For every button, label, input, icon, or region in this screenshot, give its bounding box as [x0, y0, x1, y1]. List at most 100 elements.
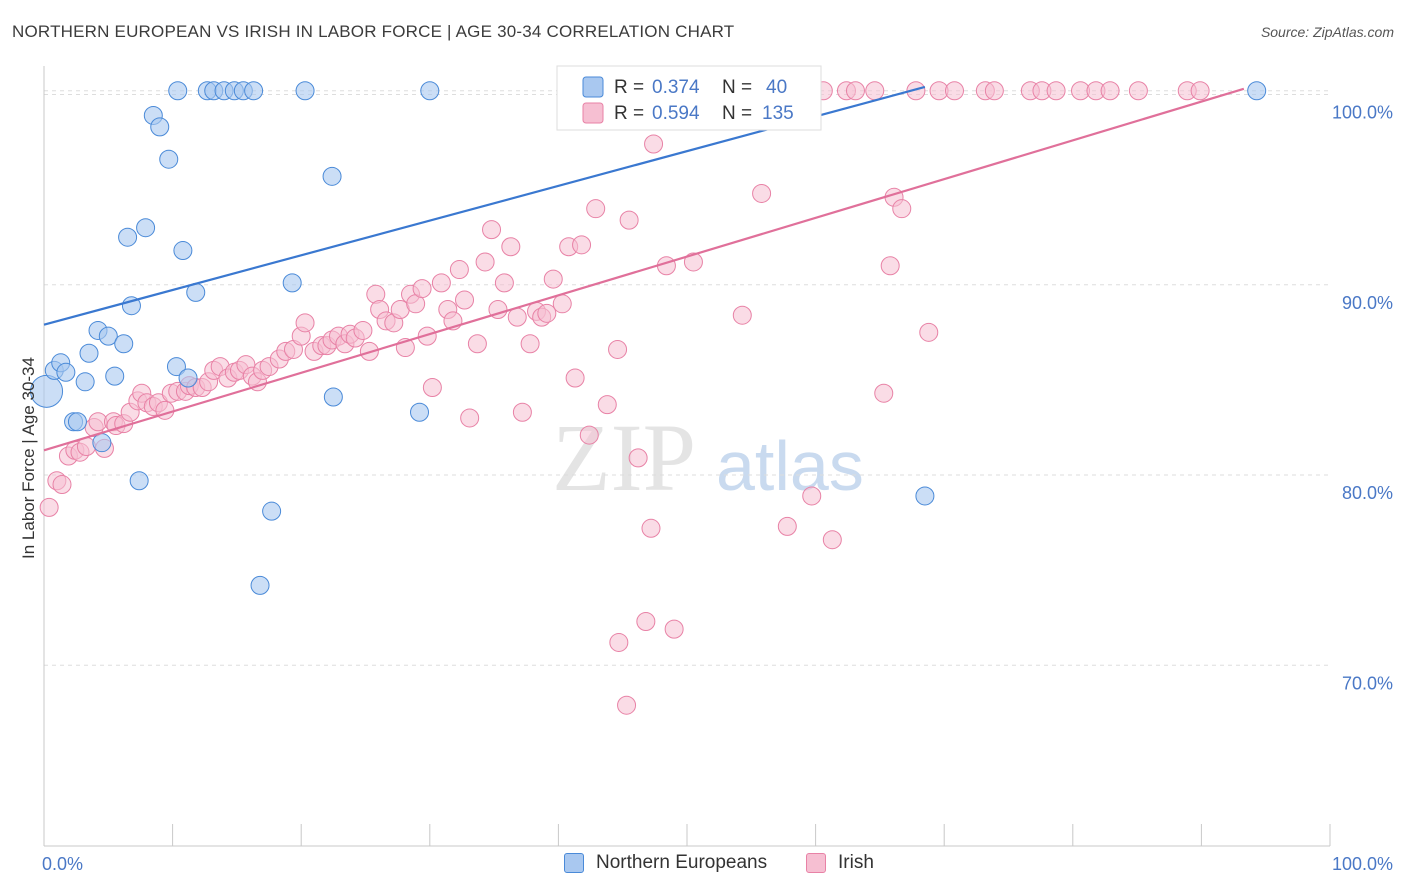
irish-point: [919, 322, 939, 342]
irish-point: [449, 260, 469, 280]
northern-europeans-point: [79, 343, 99, 363]
irish-point: [475, 252, 495, 272]
irish-point: [412, 279, 432, 299]
northern-europeans-point: [915, 486, 935, 506]
legend-swatch-northern-europeans: [564, 853, 584, 873]
bottom-legend-northern-europeans: Northern Europeans: [564, 852, 767, 874]
northern-europeans-point: [98, 326, 118, 346]
northern-europeans-point: [420, 81, 440, 101]
irish-point: [537, 303, 557, 323]
x-tick-label: 0.0%: [42, 854, 83, 874]
irish-point: [512, 402, 532, 422]
trend-lines: [43, 85, 1245, 452]
watermark-zip: ZIP: [552, 404, 696, 511]
irish-point: [609, 632, 629, 652]
northern-europeans-point: [178, 368, 198, 388]
irish-point: [39, 497, 59, 517]
irish-point: [552, 294, 572, 314]
irish-point: [586, 199, 606, 219]
y-tick-label: 90.0%: [1342, 293, 1393, 313]
irish-point: [1128, 81, 1148, 101]
northern-europeans-point: [56, 362, 76, 382]
irish-point: [52, 475, 72, 495]
watermark-atlas: atlas: [716, 427, 864, 505]
irish-point: [460, 408, 480, 428]
y-axis-label: In Labor Force | Age 30-34: [19, 357, 38, 559]
legend: R = 0.374 N = 40 R = 0.594 N = 135: [556, 65, 822, 131]
irish-point: [777, 516, 797, 536]
bottom-legend-label-0: Northern Europeans: [596, 852, 768, 873]
bottom-legend-label-1: Irish: [838, 852, 874, 873]
irish-point: [417, 326, 437, 346]
northern-europeans-point: [114, 334, 134, 354]
irish-point: [984, 81, 1004, 101]
northern-europeans-point: [159, 149, 179, 169]
irish-point: [732, 305, 752, 325]
irish-point: [874, 383, 894, 403]
legend-n-label-0: N =: [722, 77, 757, 98]
x-tick-label: 100.0%: [1332, 854, 1393, 874]
irish-point: [565, 368, 585, 388]
northern-europeans-point: [168, 81, 188, 101]
legend-n-value-0: 40: [766, 77, 787, 98]
irish-point: [641, 518, 661, 538]
irish-point: [295, 313, 315, 333]
legend-n-value-1: 135: [762, 103, 794, 124]
northern-europeans-point: [136, 218, 156, 238]
source-label: Source: ZipAtlas.com: [1260, 24, 1394, 40]
irish-point: [353, 320, 373, 340]
irish-point: [1190, 81, 1210, 101]
northern-europeans-point: [295, 81, 315, 101]
irish-point: [628, 448, 648, 468]
northern-europeans-point: [118, 227, 138, 247]
irish-point: [802, 486, 822, 506]
irish-point: [597, 395, 617, 415]
northern-europeans-point: [244, 81, 264, 101]
northern-europeans-point: [150, 117, 170, 137]
northern-europeans-point: [105, 366, 125, 386]
irish-point: [619, 210, 639, 230]
irish-point: [644, 134, 664, 154]
northern-europeans-point: [129, 471, 149, 491]
irish-point: [579, 425, 599, 445]
northern-europeans-points: [30, 81, 1267, 595]
northern-europeans-point: [92, 433, 112, 453]
y-tick-label: 80.0%: [1342, 483, 1393, 503]
irish-point: [572, 235, 592, 255]
legend-r-value-0: 0.374: [652, 77, 700, 98]
northern-europeans-point: [173, 241, 193, 261]
northern-europeans-point: [262, 501, 282, 521]
y-tick-label: 70.0%: [1342, 673, 1393, 693]
northern-europeans-point: [282, 273, 302, 293]
irish-point: [880, 256, 900, 276]
irish-point: [455, 290, 475, 310]
irish-point: [467, 334, 487, 354]
northern-europeans-point: [1247, 81, 1267, 101]
legend-r-label-0: R =: [614, 77, 649, 98]
irish-point: [608, 339, 628, 359]
irish-point: [482, 220, 502, 240]
irish-point: [494, 273, 514, 293]
northern-europeans-point: [250, 575, 270, 595]
irish-point: [822, 530, 842, 550]
irish-point: [431, 273, 451, 293]
irish-point: [507, 307, 527, 327]
irish-point: [422, 378, 442, 398]
legend-swatch-pink: [582, 102, 604, 124]
northern-europeans-point: [410, 402, 430, 422]
axes: [43, 66, 1331, 847]
northern-europeans-point: [75, 372, 95, 392]
irish-point: [1046, 81, 1066, 101]
legend-n-label-1: N =: [722, 103, 757, 124]
northern-europeans-point: [67, 412, 87, 432]
irish-point: [944, 81, 964, 101]
irish-point: [1100, 81, 1120, 101]
irish-point: [752, 183, 772, 203]
irish-point: [543, 269, 563, 289]
irish-point: [892, 199, 912, 219]
irish-point: [664, 619, 684, 639]
irish-trend-line: [43, 87, 1245, 452]
northern-europeans-point: [166, 357, 186, 377]
chart-title: NORTHERN EUROPEAN VS IRISH IN LABOR FORC…: [12, 22, 735, 41]
